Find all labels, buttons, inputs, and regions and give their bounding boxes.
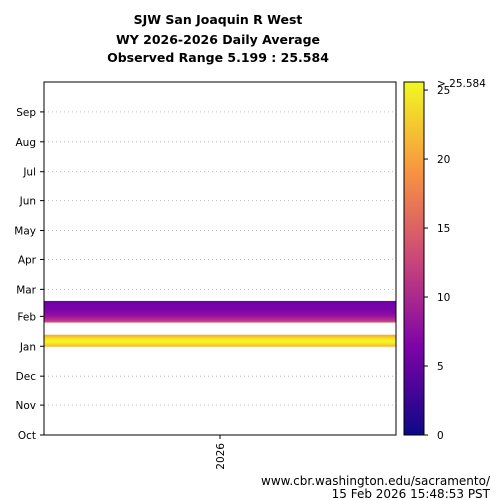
colorbar-tick-label: 25 — [437, 85, 450, 97]
colorbar-tick-label: 20 — [437, 154, 450, 166]
y-tick-label: Nov — [16, 400, 37, 412]
colorbar-ticks: 0 5 10 15 20 25 — [424, 85, 450, 442]
colorbar-tick-label: 0 — [437, 430, 444, 442]
y-tick-label: Dec — [16, 371, 37, 383]
y-tick-label: Jun — [19, 196, 36, 208]
heatmap-cell — [44, 341, 396, 343]
heatmap-cell — [44, 318, 396, 320]
grid-lines — [44, 111, 396, 406]
heatmap-cell — [44, 313, 396, 315]
heatmap-cells — [44, 300, 396, 347]
y-tick-label: Apr — [18, 254, 37, 266]
heatmap-cell — [44, 319, 396, 321]
colorbar-tick-label: 15 — [437, 223, 450, 235]
colorbar-gradient — [403, 81, 425, 436]
heatmap-cell — [44, 335, 396, 338]
colorbar-max-label: > 25.584 — [437, 78, 486, 90]
heatmap-cell — [44, 320, 396, 322]
axes: Oct Nov Dec Jan Feb Mar Apr May Jun Jul Aug Sep 2026 — [14, 107, 227, 470]
title-line-3: Observed Range 5.199 : 25.584 — [107, 50, 329, 65]
heatmap-cell — [44, 300, 396, 303]
colorbar-tick-label: 10 — [437, 292, 450, 304]
heatmap-cell — [44, 312, 396, 314]
heatmap-cell — [44, 301, 396, 304]
x-tick-label: 2026 — [215, 443, 227, 470]
heatmap-cell — [44, 338, 396, 340]
heatmap-cell — [44, 303, 396, 306]
heatmap-cell — [44, 315, 396, 317]
title-line-1: SJW San Joaquin R West — [134, 12, 303, 27]
y-tick-label: May — [14, 226, 36, 238]
title-line-2: WY 2026-2026 Daily Average — [116, 32, 320, 47]
footer-source-link[interactable]: www.cbr.washington.edu/sacramento/ — [261, 474, 491, 488]
heatmap-cell — [44, 343, 396, 345]
heatmap-cell — [44, 308, 396, 311]
heatmap-cell — [44, 309, 396, 311]
heatmap-cell — [44, 310, 396, 312]
heatmap-cell — [44, 304, 396, 307]
heatmap-cell — [44, 334, 396, 337]
y-tick-label: Mar — [16, 284, 36, 296]
y-tick-label: Aug — [15, 137, 36, 149]
heatmap-cell — [44, 302, 396, 305]
heatmap-cell — [44, 345, 396, 347]
heatmap-cell — [44, 305, 396, 308]
heatmap-cell — [44, 321, 396, 323]
heatmap-cell — [44, 340, 396, 342]
heatmap-cell — [44, 311, 396, 313]
heatmap-cell — [44, 336, 396, 338]
y-tick-label: Sep — [16, 107, 36, 119]
heatmap-cell — [44, 316, 396, 318]
footer-timestamp: 15 Feb 2026 15:48:53 PST — [332, 487, 491, 500]
heatmap-cell — [44, 339, 396, 341]
y-tick-label: Jan — [19, 341, 36, 353]
y-tick-label: Oct — [18, 430, 36, 442]
heatmap-cell — [44, 317, 396, 319]
heatmap-cell — [44, 344, 396, 346]
heatmap-cell — [44, 306, 396, 309]
colorbar-tick-label: 5 — [437, 361, 444, 373]
heatmap-cell — [44, 342, 396, 344]
y-tick-label: Jul — [22, 167, 36, 179]
heatmap-cell — [44, 337, 396, 339]
heatmap-cell — [44, 307, 396, 310]
heatmap-cell — [44, 314, 396, 316]
colorbar: 0 5 10 15 20 25 > 25.584 — [403, 78, 486, 442]
chart-title: SJW San Joaquin R West WY 2026-2026 Dail… — [107, 12, 329, 65]
plot-frame — [43, 81, 397, 436]
y-tick-label: Feb — [17, 311, 36, 323]
